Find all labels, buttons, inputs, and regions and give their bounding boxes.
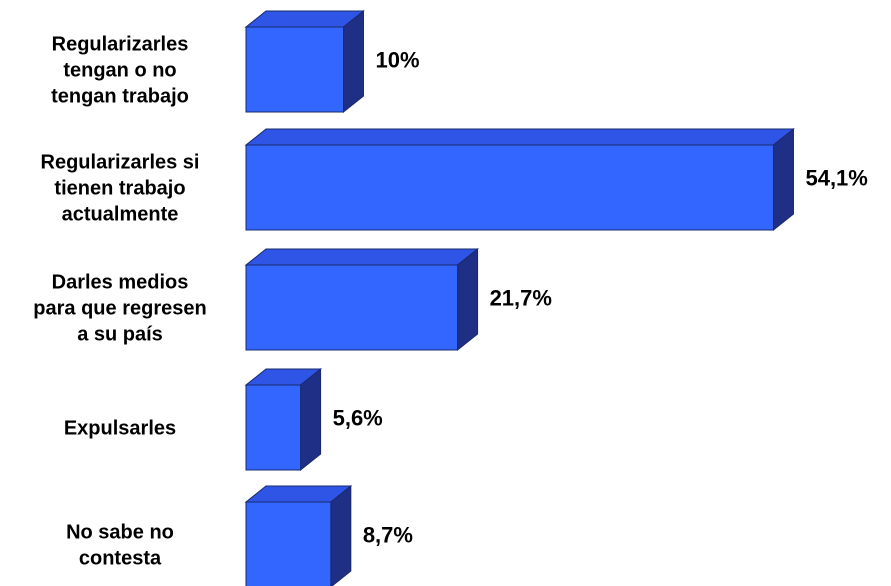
bar-top-face — [244, 248, 480, 266]
bar — [244, 247, 480, 352]
category-label-line: Expulsarles — [64, 418, 176, 440]
bars-group — [244, 9, 795, 586]
value-labels-group: 10% 54,1% 21,7% 5,6% 8,7% — [333, 48, 868, 548]
bar — [244, 367, 323, 472]
category-label-line: a su país — [77, 324, 163, 346]
category-label-line: Regularizarles si — [41, 152, 200, 174]
bar-side-face — [772, 127, 794, 232]
category-label-line: Regularizarles — [52, 34, 189, 56]
bar-value-label: 8,7% — [363, 523, 413, 548]
category-label: Darles medios para que regresen a su país — [33, 272, 206, 346]
category-labels-group: Regularizarles tengan o no tengan trabajoR… — [33, 34, 206, 570]
category-label-line: actualmente — [62, 204, 179, 226]
category-label: No sabe no contesta — [66, 522, 174, 570]
bar-side-face — [300, 367, 322, 472]
category-label-line: tengan o no — [63, 60, 176, 82]
category-label-line: Darles medios — [52, 272, 189, 294]
bar-front-face — [245, 264, 459, 351]
bar-side-face — [457, 247, 479, 352]
bar-front-face — [245, 501, 332, 586]
bar-front-face — [245, 26, 344, 113]
bar — [244, 127, 795, 232]
bar-top-face — [244, 128, 795, 146]
bar-side-face — [343, 9, 364, 114]
bar-value-label: 10% — [376, 48, 420, 73]
category-label-line: tengan trabajo — [51, 86, 189, 108]
category-label: Expulsarles — [64, 418, 176, 440]
bar-front-face — [245, 144, 774, 231]
category-label-line: contesta — [79, 548, 162, 570]
category-label-line: tienen trabajo — [54, 178, 185, 200]
category-label-line: para que regresen — [33, 298, 206, 320]
category-label-line: No sabe no — [66, 522, 174, 544]
bar-value-label: 5,6% — [333, 406, 383, 431]
bar-side-face — [330, 484, 352, 586]
bar-value-label: 54,1% — [805, 166, 867, 191]
bar-front-face — [245, 384, 302, 471]
bar — [244, 9, 365, 114]
bar-value-label: 21,7% — [490, 286, 552, 311]
bar — [244, 484, 353, 586]
category-label: Regularizarles si tienen trabajo actualmen… — [41, 152, 200, 226]
category-label: Regularizarles tengan o no tengan trabajo — [51, 34, 189, 108]
